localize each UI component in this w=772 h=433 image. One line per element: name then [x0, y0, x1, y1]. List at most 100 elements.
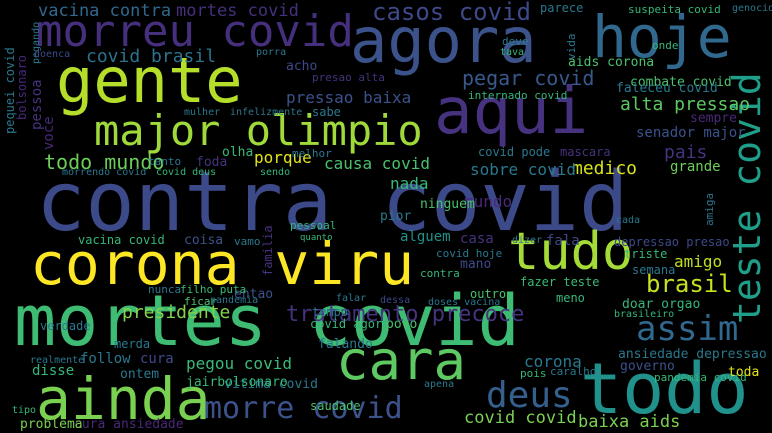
- word: aqui: [434, 75, 589, 149]
- word: bolsonaro: [15, 54, 29, 120]
- word: grande: [670, 159, 721, 175]
- word: vamo: [234, 235, 261, 248]
- word: caralho: [550, 365, 597, 378]
- word: tratamento precoce: [286, 302, 525, 327]
- word: presao alta: [312, 71, 385, 84]
- word: amiga: [703, 192, 716, 226]
- word: porra: [256, 47, 287, 58]
- word: melhor: [292, 147, 332, 160]
- word: sabe: [312, 105, 341, 119]
- word: morrendo covid: [62, 167, 147, 178]
- word: pessoal: [290, 219, 337, 232]
- word: pandemia: [210, 295, 259, 306]
- word: hoje: [592, 3, 732, 71]
- word: ontem: [120, 368, 124, 369]
- word: corona: [524, 352, 582, 371]
- word: alta pressao: [620, 94, 751, 115]
- word: mundo: [464, 192, 513, 211]
- word: cara: [336, 329, 467, 392]
- word: pegar covid: [462, 66, 595, 90]
- word: doses vacina: [428, 297, 501, 308]
- word: major olimpio: [94, 106, 423, 155]
- word: deus: [486, 375, 573, 416]
- word: entao: [234, 287, 274, 302]
- word: senador major: [636, 125, 746, 141]
- word: depressao presao: [614, 235, 730, 249]
- word: sempre: [690, 111, 737, 126]
- word: dizer: [512, 235, 543, 246]
- word: sobre covid: [470, 160, 576, 179]
- word: parece: [540, 1, 584, 15]
- word: mano: [460, 257, 492, 272]
- word: medico: [572, 158, 638, 179]
- word: foda: [196, 155, 228, 170]
- word: mascara: [560, 145, 611, 159]
- word: meno: [556, 291, 585, 305]
- word: tipo: [12, 405, 37, 416]
- word: combate covid: [630, 75, 732, 90]
- word: vida: [565, 33, 578, 61]
- word: alguem: [400, 229, 451, 245]
- word: dessa: [380, 295, 411, 306]
- word: todo mundo: [44, 150, 165, 174]
- word: brasileiro: [614, 309, 675, 320]
- word: tanto: [148, 155, 182, 168]
- word: quanto: [300, 233, 333, 243]
- word: apena: [424, 379, 455, 390]
- word: triste: [624, 247, 668, 261]
- word: cura: [140, 351, 174, 367]
- word: amigo: [674, 252, 723, 271]
- word: fazer teste: [520, 275, 600, 289]
- word: cura ansiedade: [74, 417, 184, 432]
- word: vitima covid: [224, 377, 318, 392]
- word: nunca: [148, 283, 182, 296]
- word: gente: [56, 44, 243, 117]
- word: contra: [420, 267, 460, 280]
- word: ainda: [36, 365, 211, 433]
- word: faleceu covid: [616, 81, 718, 96]
- word: pessoa: [29, 79, 45, 130]
- word: ansiedade depressao: [618, 347, 767, 362]
- word: semana: [632, 263, 676, 277]
- word: familia: [261, 225, 275, 276]
- word: falar: [336, 293, 367, 304]
- word: aids corona: [568, 55, 655, 70]
- word: casa: [460, 231, 494, 247]
- word: covid brasil: [86, 46, 217, 67]
- word: internado covid: [468, 89, 568, 102]
- word: covid covid: [464, 408, 577, 428]
- word: doar orgao: [622, 297, 701, 312]
- word: falando: [318, 337, 373, 352]
- word: pegou covid: [186, 354, 292, 373]
- word: morre covid: [204, 391, 403, 426]
- word: presidente: [122, 302, 231, 323]
- word: covid pode: [478, 145, 551, 159]
- word: ontem: [120, 367, 160, 382]
- word: pois: [520, 367, 547, 380]
- word: pior: [380, 209, 412, 224]
- word: infelizmente: [230, 107, 303, 118]
- word: merda: [114, 337, 151, 351]
- word: fala: [546, 233, 580, 249]
- word: pais: [664, 142, 708, 163]
- word: vacina contra: [38, 1, 172, 21]
- word: causa covid: [324, 154, 430, 173]
- word: deve: [502, 35, 529, 48]
- word: olha: [222, 145, 254, 160]
- word: nada: [390, 174, 429, 193]
- word: jairbolsonaro: [186, 375, 288, 390]
- word: vacina covid: [78, 233, 165, 247]
- word: casos covid: [372, 0, 531, 26]
- word: problema: [20, 417, 83, 432]
- word: mortes covid: [176, 1, 299, 21]
- word: baixa aids: [578, 412, 681, 432]
- word: tudo: [508, 222, 634, 282]
- word: doenca: [34, 49, 71, 60]
- word: todo: [580, 348, 749, 430]
- word: porque: [254, 148, 312, 167]
- word: outro: [470, 287, 507, 301]
- word: assim: [636, 309, 739, 349]
- word: filho puta: [180, 283, 247, 296]
- word: agora: [350, 4, 537, 77]
